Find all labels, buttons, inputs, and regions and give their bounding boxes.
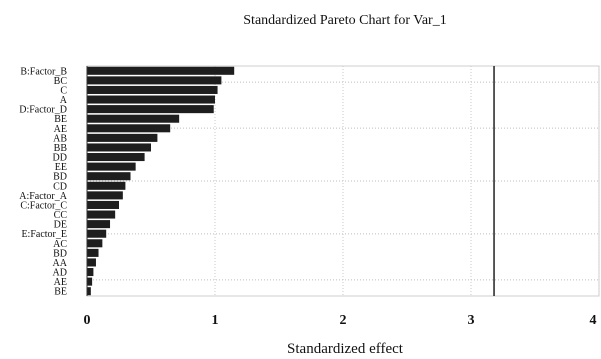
bar (87, 200, 119, 209)
category-label: AB (53, 133, 67, 144)
bar (87, 191, 123, 200)
category-label: E:Factor_E (21, 229, 67, 240)
chart-title: Standardized Pareto Chart for Var_1 (243, 13, 446, 28)
bar (87, 76, 222, 85)
bar (87, 181, 126, 190)
bar (87, 210, 116, 219)
bar (87, 277, 93, 286)
x-tick-label: 1 (212, 313, 219, 328)
category-label: BE (54, 114, 67, 125)
bar (87, 162, 136, 171)
category-label: DD (53, 153, 67, 164)
bar (87, 143, 151, 152)
category-label: D:Factor_D (19, 105, 67, 116)
bar (87, 85, 218, 94)
category-label: B:Factor_B (20, 66, 67, 77)
bar (87, 114, 180, 123)
bar (87, 133, 158, 142)
bar (87, 239, 103, 248)
category-label: C:Factor_C (20, 200, 67, 211)
category-label: BB (54, 143, 68, 154)
category-label: AE (54, 124, 67, 135)
bar (87, 105, 214, 114)
category-label: AE (54, 277, 67, 288)
bar-group (87, 66, 235, 296)
x-tick-labels: 0 1 2 3 4 (84, 313, 597, 328)
x-tick-label: 4 (590, 313, 597, 328)
category-label: A (60, 95, 68, 106)
category-label: AC (53, 239, 67, 250)
category-label: AA (53, 258, 68, 269)
bar (87, 220, 111, 229)
bar (87, 287, 91, 296)
bar (87, 248, 99, 257)
bar (87, 229, 107, 238)
bar (87, 95, 215, 104)
bar (87, 124, 171, 133)
category-label: BD (53, 172, 67, 183)
category-label: EE (55, 162, 67, 173)
category-label: BD (53, 248, 67, 259)
category-label: CD (53, 181, 67, 192)
category-label: C (60, 85, 67, 96)
x-tick-label: 0 (84, 313, 91, 328)
bar (87, 172, 131, 181)
category-label: BC (54, 76, 68, 87)
category-label: A:Factor_A (19, 191, 68, 202)
bar (87, 66, 235, 75)
category-labels: B:Factor_BBCCAD:Factor_DBEAEABBBDDEEBDCD… (19, 66, 68, 297)
category-label: BE (54, 287, 67, 298)
category-label: DE (54, 220, 67, 231)
x-tick-label: 2 (340, 313, 347, 328)
category-label: AD (53, 268, 67, 279)
x-axis-label: Standardized effect (287, 341, 404, 357)
category-label: CC (54, 210, 68, 221)
bar (87, 153, 145, 162)
x-tick-label: 3 (468, 313, 475, 328)
grid-lines (87, 66, 600, 296)
bar (87, 258, 96, 267)
bar (87, 268, 94, 277)
